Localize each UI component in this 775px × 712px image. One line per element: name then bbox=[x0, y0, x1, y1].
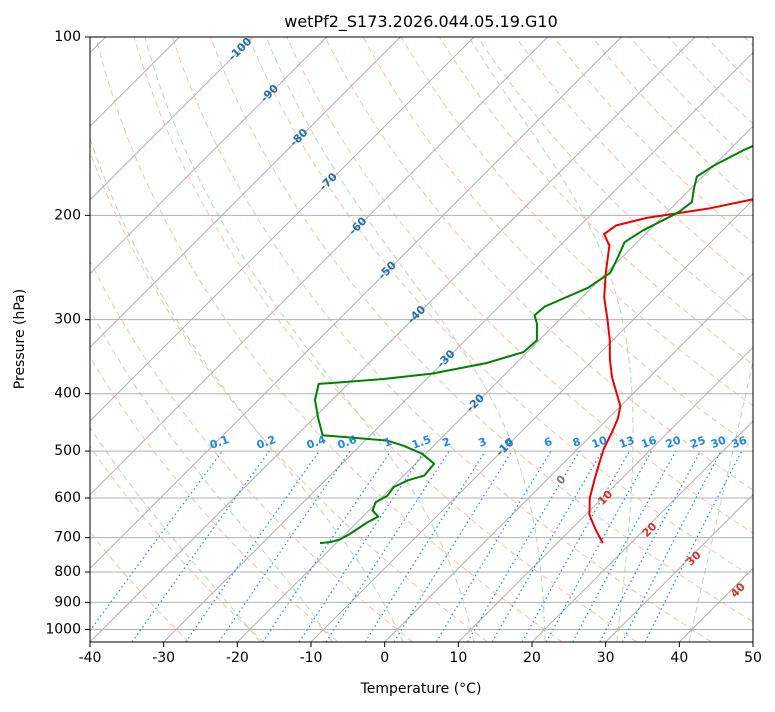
y-tick-label: 700 bbox=[54, 530, 81, 546]
x-tick-label: -40 bbox=[79, 650, 102, 666]
y-tick-label: 200 bbox=[54, 207, 81, 223]
y-tick-label: 300 bbox=[54, 312, 81, 328]
x-tick-label: -30 bbox=[152, 650, 175, 666]
x-tick-label: -10 bbox=[300, 650, 323, 666]
chart-title: wetPf2_S173.2026.044.05.19.G10 bbox=[284, 12, 558, 32]
x-tick-label: 10 bbox=[449, 650, 467, 666]
x-tick-label: -20 bbox=[226, 650, 249, 666]
y-tick-label: 900 bbox=[54, 594, 81, 610]
y-axis-label: Pressure (hPa) bbox=[12, 289, 28, 389]
x-tick-label: 50 bbox=[744, 650, 762, 666]
x-tick-label: 30 bbox=[597, 650, 615, 666]
x-axis-label: Temperature (°C) bbox=[360, 681, 482, 697]
y-tick-label: 1000 bbox=[45, 621, 81, 637]
y-tick-label: 400 bbox=[54, 386, 81, 402]
y-tick-label: 600 bbox=[54, 490, 81, 506]
x-tick-label: 40 bbox=[670, 650, 688, 666]
y-tick-label: 800 bbox=[54, 564, 81, 580]
isotherm-line bbox=[753, 37, 775, 642]
x-tick-label: 0 bbox=[380, 650, 389, 666]
y-tick-label: 500 bbox=[54, 443, 81, 459]
y-tick-label: 100 bbox=[54, 29, 81, 45]
x-tick-label: 20 bbox=[523, 650, 541, 666]
